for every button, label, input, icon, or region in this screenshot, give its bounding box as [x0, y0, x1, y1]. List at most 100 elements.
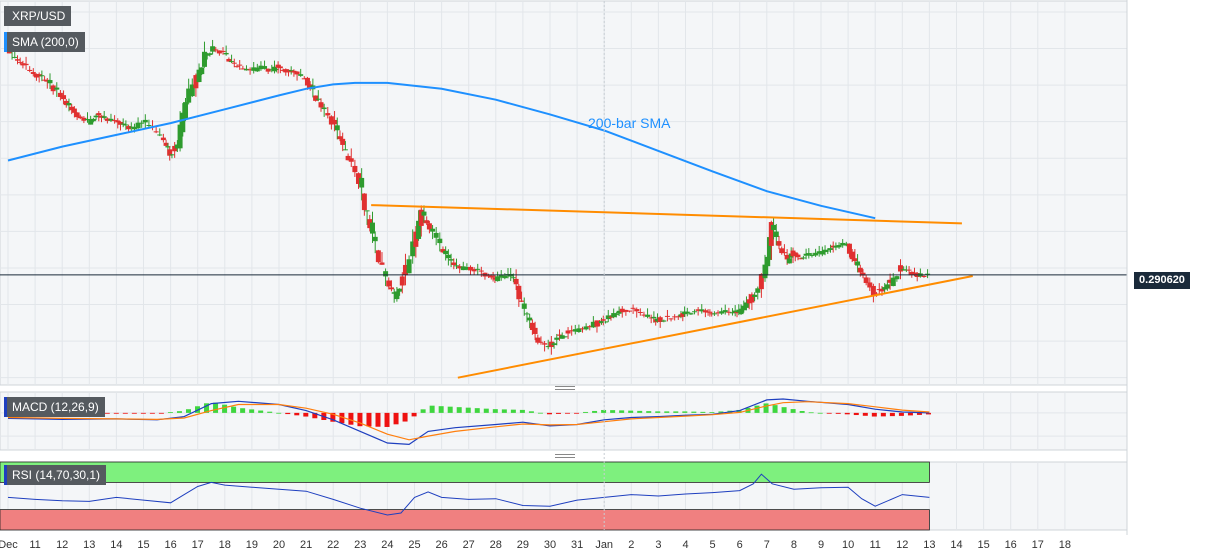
x-tick-label: 23: [354, 539, 366, 551]
candle-body: [572, 329, 578, 332]
candle-body: [729, 312, 735, 314]
candle-body: [426, 223, 432, 230]
candle-body: [318, 102, 324, 108]
candle-body: [538, 341, 544, 343]
candle-body: [786, 258, 792, 264]
sma-badge[interactable]: SMA (200,0): [4, 32, 85, 52]
candle-body: [651, 316, 657, 319]
candle-body: [131, 126, 137, 130]
macd-pane-divider[interactable]: [555, 386, 575, 390]
macd-panel: 0.0000-0.0500: [0, 391, 1172, 451]
candle-body: [262, 66, 268, 69]
symbol-badge[interactable]: XRP/USD: [4, 6, 72, 26]
candle-body: [33, 73, 39, 78]
candle-body: [870, 285, 876, 296]
candle-body: [220, 50, 226, 52]
candle-body: [345, 155, 351, 161]
candle-body: [61, 95, 67, 100]
candle-body: [554, 337, 560, 340]
sma-line: [7, 81, 876, 220]
candle-body: [884, 284, 890, 289]
candle-body: [189, 84, 195, 97]
candle-body: [516, 285, 522, 300]
candle-body: [301, 78, 307, 80]
macd-badge[interactable]: MACD (12,26,9): [4, 397, 105, 417]
x-tick-label: 27: [463, 539, 475, 551]
candle-body: [146, 125, 152, 127]
x-tick-label: 13: [923, 539, 935, 551]
macd-histogram-bar: [537, 412, 543, 414]
candle-body: [204, 54, 210, 56]
candle-body: [478, 270, 484, 272]
macd-histogram-bar: [853, 412, 859, 416]
rsi-oversold-zone: [0, 509, 930, 531]
candle-body: [852, 258, 858, 262]
macd-histogram-bar: [348, 412, 354, 425]
candle-body: [879, 288, 885, 292]
last-price-tag: 0.290620: [1134, 272, 1190, 289]
macd-histogram-bar: [637, 410, 643, 413]
candle-body: [14, 59, 20, 61]
x-tick-label: 29: [517, 539, 529, 551]
candle-body: [460, 266, 466, 271]
candle-body: [101, 116, 107, 118]
macd-histogram-bar: [285, 412, 291, 415]
candle-body: [394, 291, 400, 300]
macd-histogram-bar: [330, 412, 336, 422]
candle-body: [603, 321, 609, 323]
macd-histogram-bar: [880, 412, 886, 417]
x-tick-label: 2: [628, 539, 634, 551]
macd-histogram-bar: [149, 412, 155, 414]
rsi-badge[interactable]: RSI (14,70,30,1): [4, 465, 107, 485]
candle-body: [608, 316, 614, 318]
candle-body: [280, 69, 286, 71]
x-tick-label: 6: [737, 539, 743, 551]
candle-body: [867, 282, 873, 288]
macd-histogram-bar: [862, 412, 868, 416]
candle-body: [630, 307, 636, 309]
candle-body: [207, 53, 213, 55]
macd-histogram-bar: [465, 407, 471, 413]
candle-body: [510, 277, 516, 279]
candle-body: [654, 318, 660, 322]
candle-body: [139, 122, 145, 124]
candle-body: [42, 79, 48, 81]
candle-body: [779, 248, 785, 254]
candle-body: [565, 330, 571, 334]
candle-body: [641, 314, 647, 316]
macd-histogram-bar: [565, 412, 571, 414]
candle-body: [901, 269, 907, 271]
candle-body: [391, 292, 397, 294]
x-tick-label: 11: [29, 539, 40, 551]
macd-histogram-bar: [267, 411, 273, 413]
macd-histogram-bar: [357, 412, 363, 427]
candle-body: [798, 258, 804, 260]
candle-body: [897, 265, 903, 272]
candle-body: [12, 56, 18, 58]
macd-histogram-bar: [700, 411, 706, 413]
candle-body: [169, 154, 175, 156]
candle-body: [337, 136, 343, 140]
candle-body: [88, 119, 94, 125]
candle-body: [702, 310, 708, 313]
candle-body: [741, 305, 747, 311]
candle-body: [383, 271, 389, 277]
macd-histogram-bar: [276, 412, 282, 414]
candle-body: [254, 67, 260, 72]
rsi-pane-divider[interactable]: [555, 454, 575, 458]
candle-body: [800, 257, 806, 259]
candle-body: [142, 119, 148, 123]
candle-body: [355, 173, 361, 184]
candle-body: [616, 310, 622, 314]
candle-body: [776, 241, 782, 246]
candle-body: [580, 328, 586, 330]
candle-body: [126, 126, 132, 130]
x-tick-label: 15: [137, 539, 149, 551]
rsi-line: [7, 473, 930, 516]
candle-body: [71, 108, 77, 113]
candle-body: [291, 70, 297, 73]
candle-body: [619, 308, 625, 313]
candle-body: [887, 279, 893, 283]
macd-histogram-bar: [655, 411, 661, 413]
candle-body: [108, 118, 114, 121]
